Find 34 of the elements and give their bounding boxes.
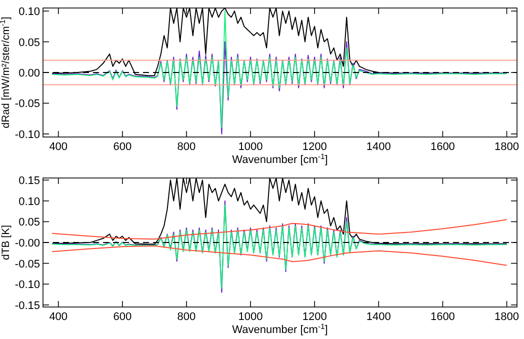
x-tick-label: 800 — [177, 311, 196, 323]
y-tick-label: 0.10 — [18, 196, 40, 208]
y-tick-label: 0.00 — [18, 68, 40, 80]
x-tick-label: 400 — [49, 141, 68, 153]
x-tick-label: 1400 — [366, 141, 391, 153]
x-tick-label: 1600 — [430, 311, 455, 323]
y-tick-label: 0.15 — [18, 175, 40, 188]
y-tick-label: -0.15 — [14, 300, 40, 312]
x-tick-label: 1000 — [238, 141, 263, 153]
line-series — [51, 245, 508, 266]
x-tick-label: 800 — [177, 141, 196, 153]
x-tick-label: 1600 — [430, 141, 455, 153]
x-tick-label: 600 — [113, 141, 132, 153]
y-tick-label: -0.05 — [14, 258, 40, 270]
x-tick-label: 400 — [49, 311, 68, 323]
x-tick-label: 1200 — [302, 311, 327, 323]
x-tick-label: 1800 — [494, 311, 519, 323]
x-axis-title: Wavenumber [cm$^{-1}$] — [232, 322, 328, 336]
line-series — [51, 219, 508, 240]
x-tick-label: 1200 — [302, 141, 327, 153]
y-tick-label: -0.10 — [14, 128, 40, 141]
x-axis-title: Wavenumber [cm$^{-1}$] — [232, 152, 328, 166]
y-tick-label: 0.10 — [18, 6, 40, 18]
x-tick-label: 600 — [113, 311, 132, 323]
line-series — [51, 10, 508, 128]
y-tick-label: 0.05 — [18, 216, 40, 229]
x-tick-label: 1800 — [494, 141, 519, 153]
y-axis-title: dTB [K] — [0, 224, 12, 260]
x-tick-label: 1400 — [366, 311, 391, 323]
y-tick-label: -0.05 — [14, 98, 40, 110]
y-tick-label: -0.10 — [14, 279, 40, 292]
y-tick-label: -0.00 — [14, 238, 40, 250]
y-tick-label: 0.05 — [18, 36, 40, 49]
x-tick-label: 1000 — [238, 311, 263, 323]
